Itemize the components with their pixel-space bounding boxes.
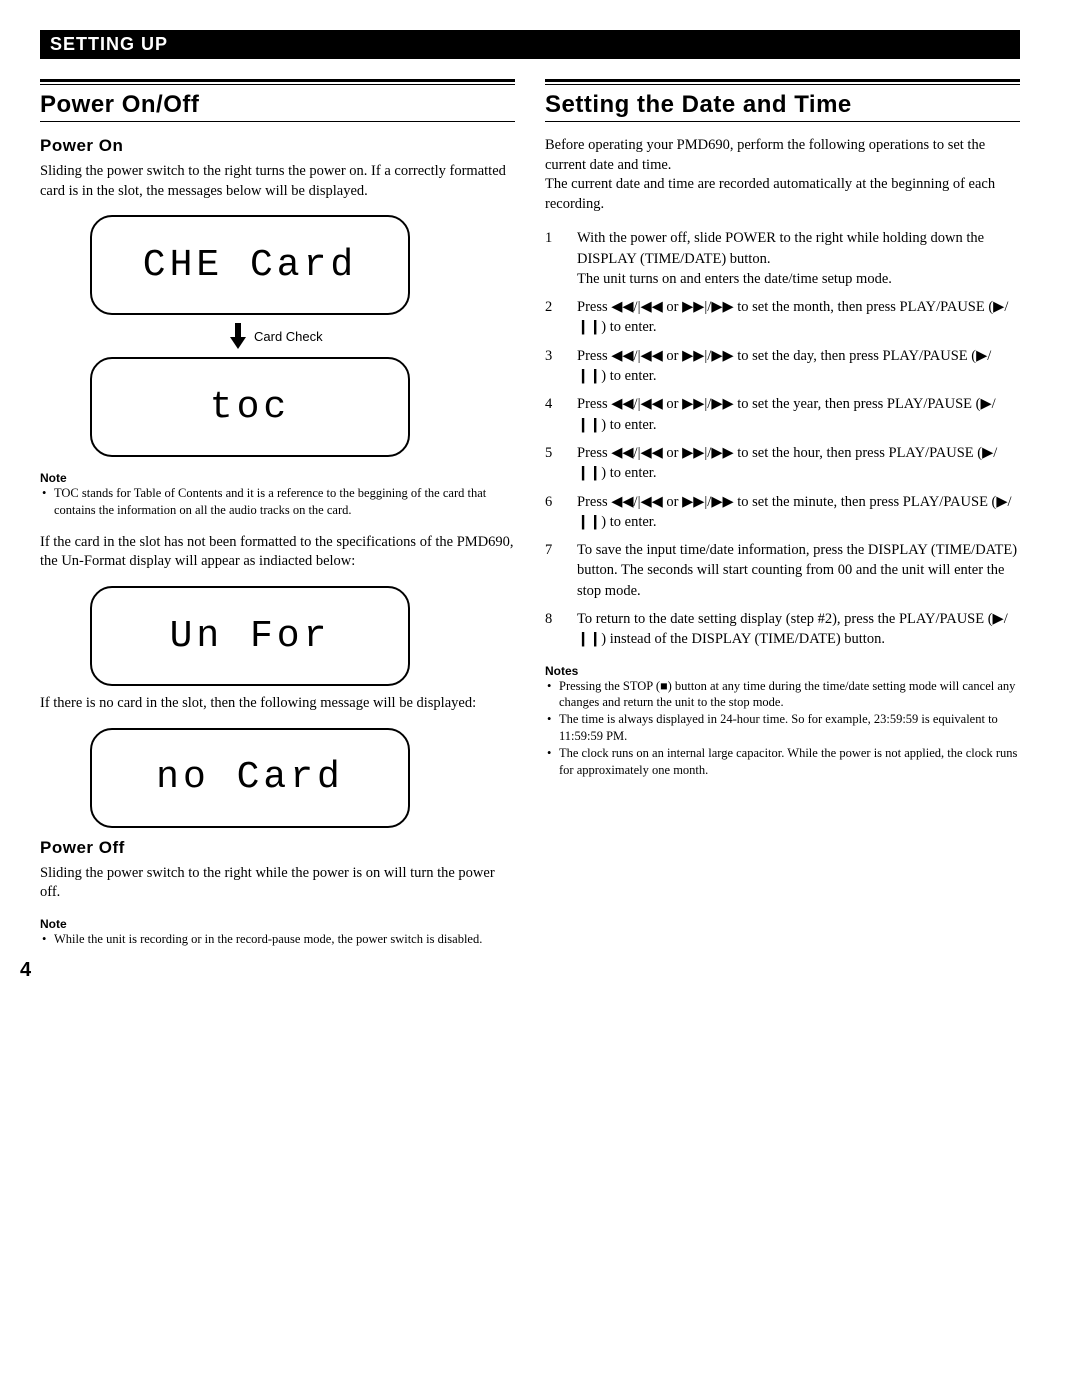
rule [40, 121, 515, 122]
step-number: 7 [545, 540, 552, 560]
heading-power-on: Power On [40, 136, 515, 156]
step-item: 4 Press ◀◀/|◀◀ or ▶▶|/▶▶ to set the year,… [545, 394, 1020, 435]
step-item: 1 With the power off, slide POWER to the … [545, 228, 1020, 289]
body-text: If there is no card in the slot, then th… [40, 694, 515, 714]
step-number: 3 [545, 346, 552, 366]
notes-heading: Notes [545, 664, 1020, 678]
body-text: Sliding the power switch to the right wh… [40, 864, 515, 903]
step-text: To save the input time/date information,… [577, 542, 1017, 599]
body-text: If the card in the slot has not been for… [40, 533, 515, 572]
step-item: 2 Press ◀◀/|◀◀ or ▶▶|/▶▶ to set the month… [545, 297, 1020, 338]
step-number: 8 [545, 609, 552, 629]
step-item: 5 Press ◀◀/|◀◀ or ▶▶|/▶▶ to set the hour,… [545, 443, 1020, 484]
step-text: To return to the date setting display (s… [577, 611, 1008, 647]
steps-list: 1 With the power off, slide POWER to the … [545, 228, 1020, 649]
step-text: With the power off, slide POWER to the r… [577, 230, 984, 287]
lcd-display-no-card: no Card [90, 728, 410, 828]
step-text: Press ◀◀/|◀◀ or ▶▶|/▶▶ to set the hour, … [577, 445, 997, 481]
arrow-block: Card Check [230, 323, 515, 349]
step-number: 2 [545, 297, 552, 317]
section-header: SETTING UP [40, 30, 1020, 59]
page-number: 4 [20, 959, 31, 982]
note-heading: Note [40, 471, 515, 485]
note-item: Pressing the STOP (■) button at any time… [545, 678, 1020, 712]
step-text: Press ◀◀/|◀◀ or ▶▶|/▶▶ to set the year, … [577, 396, 996, 432]
note-heading: Note [40, 917, 515, 931]
note-item: The time is always displayed in 24-hour … [545, 711, 1020, 745]
step-item: 8 To return to the date setting display (… [545, 609, 1020, 650]
body-text: Sliding the power switch to the right tu… [40, 162, 515, 201]
lcd-display-che-card: CHE Card [90, 215, 410, 315]
heading-date-time: Setting the Date and Time [545, 91, 1020, 119]
step-number: 1 [545, 228, 552, 248]
right-column: Setting the Date and Time Before operati… [545, 79, 1020, 962]
heading-power-off: Power Off [40, 838, 515, 858]
step-text: Press ◀◀/|◀◀ or ▶▶|/▶▶ to set the month,… [577, 299, 1008, 335]
step-number: 4 [545, 394, 552, 414]
heading-power-onoff: Power On/Off [40, 91, 515, 119]
lcd-display-toc: toc [90, 357, 410, 457]
rule [545, 121, 1020, 122]
notes-list: Pressing the STOP (■) button at any time… [545, 678, 1020, 779]
step-number: 5 [545, 443, 552, 463]
arrow-down-icon [230, 323, 246, 349]
rule [545, 79, 1020, 85]
step-item: 6 Press ◀◀/|◀◀ or ▶▶|/▶▶ to set the minut… [545, 492, 1020, 533]
step-number: 6 [545, 492, 552, 512]
step-item: 3 Press ◀◀/|◀◀ or ▶▶|/▶▶ to set the day, … [545, 346, 1020, 387]
step-text: Press ◀◀/|◀◀ or ▶▶|/▶▶ to set the minute… [577, 494, 1012, 530]
note-item: The clock runs on an internal large capa… [545, 745, 1020, 779]
note-item: While the unit is recording or in the re… [40, 931, 515, 948]
lcd-display-un-for: Un For [90, 586, 410, 686]
note-list: While the unit is recording or in the re… [40, 931, 515, 948]
left-column: Power On/Off Power On Sliding the power … [40, 79, 515, 962]
arrow-label: Card Check [254, 329, 323, 344]
rule [40, 79, 515, 85]
step-item: 7 To save the input time/date information… [545, 540, 1020, 601]
note-item: TOC stands for Table of Contents and it … [40, 485, 515, 519]
body-text: Before operating your PMD690, perform th… [545, 136, 1020, 214]
step-text: Press ◀◀/|◀◀ or ▶▶|/▶▶ to set the day, t… [577, 348, 991, 384]
note-list: TOC stands for Table of Contents and it … [40, 485, 515, 519]
